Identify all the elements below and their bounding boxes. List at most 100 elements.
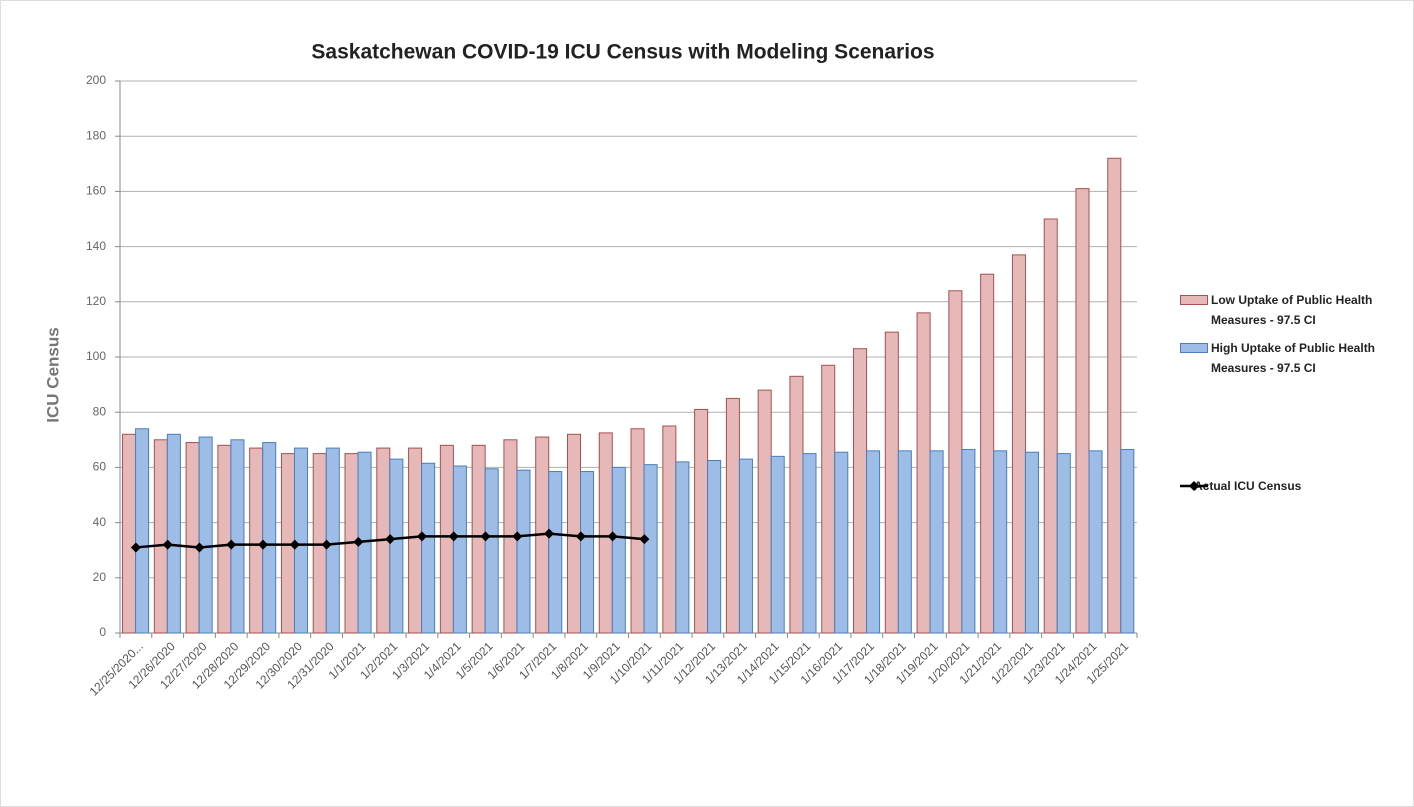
bar bbox=[484, 468, 499, 634]
line-marker bbox=[512, 531, 523, 542]
y-tick-label: 160 bbox=[86, 184, 106, 198]
legend-line bbox=[1180, 481, 1208, 491]
bar bbox=[897, 450, 912, 634]
line-marker bbox=[639, 534, 650, 545]
bar bbox=[738, 458, 753, 634]
line-marker bbox=[544, 528, 555, 539]
line-marker bbox=[194, 542, 205, 553]
bar bbox=[516, 469, 531, 634]
bar bbox=[566, 433, 582, 634]
y-tick-label: 0 bbox=[99, 625, 106, 639]
bar bbox=[1075, 188, 1090, 634]
y-tick-label: 20 bbox=[93, 570, 107, 584]
bar bbox=[929, 450, 944, 634]
bar bbox=[166, 433, 181, 634]
legend-swatch bbox=[1180, 295, 1208, 305]
bar bbox=[548, 471, 563, 634]
bar bbox=[185, 442, 200, 634]
bar bbox=[1024, 451, 1039, 634]
bar bbox=[580, 471, 595, 634]
bar bbox=[993, 450, 1008, 634]
line-marker bbox=[258, 539, 269, 550]
line-marker bbox=[289, 539, 300, 550]
bar bbox=[707, 460, 722, 634]
y-axis-label: ICU Census bbox=[43, 327, 62, 422]
bar bbox=[821, 364, 836, 634]
bar bbox=[757, 389, 772, 634]
y-tick-label: 40 bbox=[93, 515, 107, 529]
bar bbox=[675, 461, 690, 634]
y-tick-label: 200 bbox=[86, 73, 106, 87]
bar bbox=[630, 428, 645, 634]
bar bbox=[598, 432, 613, 634]
legend-item: Actual ICU Census bbox=[1180, 476, 1410, 496]
bar bbox=[439, 444, 454, 634]
legend-label: Actual ICU Census bbox=[1194, 479, 1302, 493]
bar bbox=[725, 397, 740, 634]
bar bbox=[421, 462, 436, 634]
line-marker bbox=[480, 531, 491, 542]
bar bbox=[452, 465, 467, 634]
bar bbox=[770, 455, 785, 634]
line-marker bbox=[321, 539, 332, 550]
bar bbox=[262, 442, 277, 634]
bar bbox=[834, 451, 849, 634]
bar bbox=[961, 448, 976, 634]
bar bbox=[916, 312, 931, 634]
bar bbox=[153, 439, 168, 634]
bar bbox=[1011, 254, 1026, 634]
bar bbox=[643, 464, 658, 634]
y-tick-label: 100 bbox=[86, 349, 106, 363]
bar bbox=[853, 348, 868, 634]
bar bbox=[249, 447, 264, 634]
y-tick-label: 60 bbox=[93, 460, 107, 474]
bar bbox=[325, 447, 340, 634]
bar bbox=[662, 425, 677, 634]
y-tick-label: 140 bbox=[86, 239, 106, 253]
bar bbox=[471, 444, 486, 634]
y-tick-label: 80 bbox=[93, 404, 107, 418]
bar bbox=[293, 447, 309, 634]
line-marker bbox=[130, 542, 141, 553]
line-marker bbox=[385, 534, 396, 545]
bar bbox=[884, 331, 899, 634]
legend-item: Low Uptake of Public Health Measures - 9… bbox=[1180, 290, 1410, 330]
line-marker bbox=[353, 536, 364, 547]
bar bbox=[1088, 450, 1103, 634]
bar bbox=[1043, 218, 1058, 634]
legend-item: High Uptake of Public Health Measures - … bbox=[1180, 338, 1410, 378]
bar bbox=[217, 444, 232, 634]
chart-title: Saskatchewan COVID-19 ICU Census with Mo… bbox=[311, 41, 934, 64]
bar bbox=[611, 466, 626, 634]
bar bbox=[789, 375, 804, 634]
bar bbox=[122, 433, 137, 634]
bar bbox=[389, 458, 404, 634]
bar bbox=[198, 436, 213, 634]
bar bbox=[1056, 453, 1071, 634]
bar bbox=[135, 428, 150, 634]
bar bbox=[1107, 157, 1122, 634]
line-marker bbox=[226, 539, 237, 550]
bar bbox=[802, 453, 817, 634]
bar bbox=[230, 439, 245, 634]
bar bbox=[1120, 448, 1135, 634]
y-tick-label: 180 bbox=[86, 128, 106, 142]
line-marker bbox=[162, 539, 173, 550]
bar bbox=[866, 450, 881, 634]
line-marker bbox=[607, 531, 618, 542]
legend-marker bbox=[1189, 481, 1199, 491]
y-tick-label: 120 bbox=[86, 294, 106, 308]
bar bbox=[980, 273, 995, 634]
line-marker bbox=[448, 531, 459, 542]
legend-label: High Uptake of Public Health Measures - … bbox=[1211, 341, 1376, 375]
legend-swatch bbox=[1180, 343, 1208, 353]
bar bbox=[948, 290, 963, 634]
legend-label: Low Uptake of Public Health Measures - 9… bbox=[1211, 293, 1373, 327]
bar bbox=[694, 408, 709, 634]
line-marker bbox=[416, 531, 427, 542]
line-marker bbox=[575, 531, 586, 542]
bar bbox=[408, 447, 423, 634]
